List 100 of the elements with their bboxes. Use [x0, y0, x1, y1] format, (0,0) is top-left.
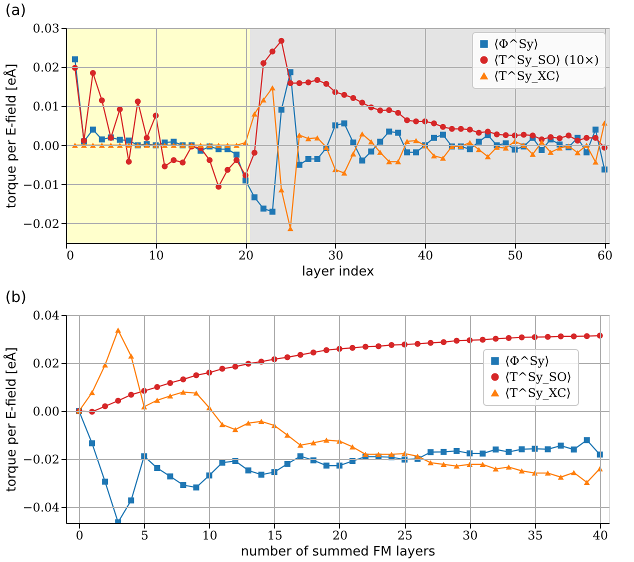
y-axis-title: torque per E-field [eÅ] [2, 64, 20, 208]
point [377, 138, 384, 145]
point [170, 157, 177, 164]
point [494, 131, 500, 138]
point [376, 343, 382, 350]
legend-label: ⟨T^Sy_SO⟩ (10×) [494, 53, 599, 67]
point [341, 170, 348, 176]
point [359, 158, 366, 164]
point [518, 446, 525, 452]
point [90, 126, 96, 133]
point [180, 159, 186, 166]
point [323, 80, 330, 87]
point [162, 163, 168, 170]
point [167, 393, 174, 399]
point [570, 333, 577, 340]
point [466, 140, 473, 146]
point [323, 438, 330, 443]
point [232, 426, 238, 432]
x-tick-label: 50 [508, 248, 523, 262]
point [414, 454, 421, 459]
point [102, 362, 108, 368]
point [386, 128, 392, 135]
x-tick-label: 20 [238, 248, 254, 262]
point [115, 398, 122, 404]
point [126, 158, 132, 165]
point [323, 347, 330, 354]
point [558, 442, 564, 449]
point [480, 336, 486, 343]
point [530, 132, 536, 138]
point [296, 132, 302, 138]
point [440, 339, 447, 346]
legend-label: ⟨Φ^Sy⟩ [505, 354, 550, 368]
x-tick-label: 40 [592, 528, 608, 542]
x-tick-label: 15 [267, 528, 282, 542]
point [584, 149, 590, 156]
point [476, 138, 482, 145]
point [323, 462, 330, 469]
point [305, 156, 312, 162]
point [448, 126, 455, 132]
point [458, 126, 464, 132]
point [232, 364, 238, 370]
point [440, 132, 446, 138]
point [350, 94, 356, 101]
point [297, 352, 304, 358]
point [359, 100, 366, 106]
y-tick-label: 0.03 [32, 22, 60, 36]
x-tick-label: 35 [528, 528, 543, 542]
x-tick-label: 5 [140, 528, 148, 542]
point [530, 152, 536, 157]
point [492, 446, 499, 453]
point [310, 349, 316, 356]
point [377, 107, 384, 114]
point [480, 450, 486, 457]
point [413, 138, 420, 144]
point [386, 159, 392, 164]
point [502, 132, 509, 138]
point [154, 465, 160, 471]
point [404, 149, 410, 156]
point [234, 157, 240, 164]
point [115, 328, 122, 333]
point [518, 334, 525, 340]
point [570, 446, 577, 453]
point [466, 126, 473, 133]
point [284, 354, 290, 360]
point [413, 118, 420, 124]
point [98, 136, 105, 142]
point [287, 80, 294, 86]
point [362, 452, 368, 457]
point [484, 154, 491, 160]
point [386, 107, 392, 114]
point [206, 157, 213, 164]
point [413, 149, 420, 156]
point [520, 132, 527, 138]
point [296, 162, 302, 168]
point [219, 366, 226, 372]
point [349, 444, 356, 450]
point [193, 484, 200, 490]
point [167, 473, 174, 480]
point [538, 146, 545, 153]
legend-label: ⟨T^Sy_XC⟩ [505, 386, 571, 400]
point [251, 111, 258, 117]
point [278, 38, 284, 44]
point [414, 340, 421, 347]
point [284, 432, 290, 438]
point [376, 452, 382, 457]
x-tick-label: 0 [66, 248, 74, 262]
point [440, 156, 446, 161]
point [506, 464, 512, 470]
y-tick-label: −0.02 [22, 452, 60, 467]
point [234, 152, 240, 158]
x-tick-label: 10 [148, 248, 164, 262]
point [219, 422, 226, 428]
y-tick-label: 0.04 [32, 308, 60, 322]
y-tick-label: 0.02 [32, 60, 60, 75]
point [428, 460, 434, 466]
point [476, 146, 482, 152]
y-tick-label: 0.00 [32, 138, 60, 153]
point [269, 208, 276, 215]
point [258, 418, 264, 424]
point [245, 420, 252, 426]
